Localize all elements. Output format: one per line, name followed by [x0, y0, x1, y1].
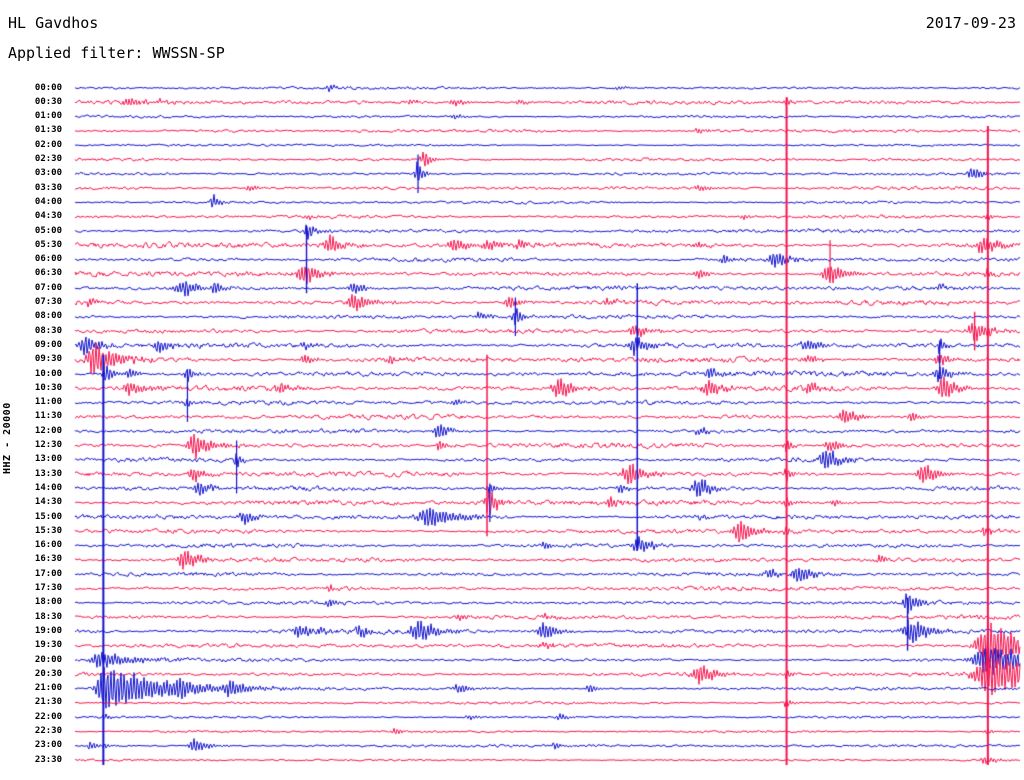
time-label: 13:30: [34, 468, 62, 479]
time-label: 09:30: [34, 354, 62, 365]
time-label: 07:30: [34, 297, 62, 307]
time-label: 14:00: [34, 482, 62, 493]
time-label: 03:00: [34, 168, 62, 179]
time-label: 12:00: [34, 425, 62, 436]
time-label: 16:00: [34, 540, 62, 551]
time-label: 04:00: [34, 196, 62, 207]
time-label: 00:30: [34, 96, 62, 107]
time-label: 15:00: [34, 511, 62, 522]
time-label: 22:00: [34, 711, 62, 722]
time-label: 21:00: [34, 683, 62, 694]
time-label: 21:30: [34, 697, 62, 708]
time-label: 18:00: [34, 597, 62, 608]
time-label: 19:30: [34, 640, 62, 651]
time-label: 12:30: [34, 440, 62, 450]
filter-label: Applied filter: WWSSN-SP: [8, 44, 225, 62]
time-label: 05:00: [34, 225, 62, 236]
time-label: 16:30: [34, 554, 62, 565]
time-label: 06:30: [34, 268, 62, 279]
time-label: 06:00: [34, 254, 62, 265]
time-label: 10:30: [34, 382, 62, 393]
time-label: 15:30: [34, 525, 62, 536]
time-label: 14:30: [34, 497, 62, 508]
time-label: 01:30: [34, 125, 62, 136]
time-label: 07:00: [34, 282, 62, 293]
time-label: 19:00: [34, 625, 62, 636]
time-label: 11:00: [34, 397, 62, 408]
time-label: 17:00: [34, 568, 62, 579]
time-label: 01:00: [34, 111, 62, 122]
time-label: 23:30: [34, 754, 62, 765]
time-label: 20:00: [34, 654, 62, 665]
time-label: 17:30: [34, 583, 62, 593]
time-label: 03:30: [34, 182, 62, 193]
time-label: 02:00: [34, 139, 62, 150]
time-label: 09:00: [34, 339, 62, 350]
time-label: 18:30: [34, 611, 62, 622]
time-label: 10:00: [34, 368, 62, 379]
time-label: 11:30: [34, 411, 62, 422]
time-label: 22:30: [34, 726, 62, 736]
time-label: 20:30: [34, 668, 62, 679]
time-label: 05:30: [34, 239, 62, 250]
time-label: 08:30: [34, 325, 62, 336]
station-title: HL Gavdhos: [8, 14, 99, 32]
time-label: 08:00: [34, 311, 62, 322]
time-label: 00:00: [34, 82, 62, 93]
time-label: 04:30: [34, 211, 62, 222]
time-label: 02:30: [34, 154, 62, 164]
time-label: 13:00: [34, 454, 62, 465]
time-label: 23:00: [34, 740, 62, 751]
record-date: 2017-09-23: [925, 14, 1016, 32]
